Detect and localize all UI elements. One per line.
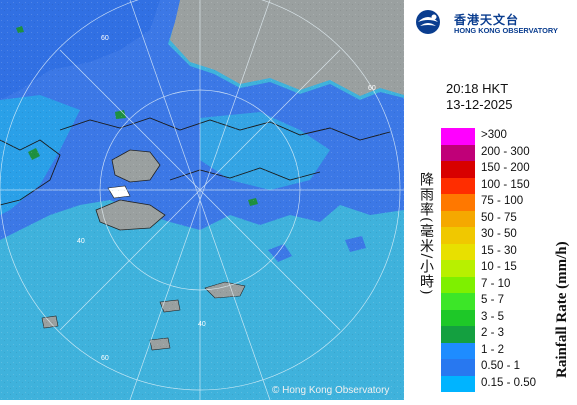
legend-row: 75 - 100: [441, 194, 571, 211]
legend-title-chinese: 降雨率(毫米/小時): [418, 172, 434, 296]
legend-label: 75 - 100: [481, 195, 524, 207]
legend-row: 3 - 5: [441, 309, 571, 326]
ring-label: 40: [198, 321, 206, 328]
radar-map-canvas: 60 40 60 40 60: [0, 0, 404, 401]
legend-swatch: [441, 293, 475, 310]
legend-label: >300: [481, 129, 507, 141]
legend-swatch: [441, 128, 475, 145]
legend-swatch: [441, 276, 475, 293]
hko-emblem-icon: [416, 10, 440, 34]
observatory-logo: 香港天文台 HONG KONG OBSERVATORY: [414, 8, 574, 38]
legend-swatch: [441, 177, 475, 194]
legend-title-english-text: Rainfall Rate (mm/h): [554, 241, 570, 378]
legend-swatch: [441, 227, 475, 244]
legend-row: 200 - 300: [441, 144, 571, 161]
legend-swatch: [441, 342, 475, 359]
legend-label: 10 - 15: [481, 261, 517, 273]
legend-row: 1 - 2: [441, 342, 571, 359]
legend-row: 30 - 50: [441, 227, 571, 244]
legend-row: >300: [441, 128, 571, 145]
legend-row: 0.50 - 1: [441, 359, 571, 376]
legend-label: 2 - 3: [481, 327, 505, 339]
legend-row: 15 - 30: [441, 243, 571, 260]
logo-text-chinese: 香港天文台: [454, 13, 520, 27]
legend-label: 0.50 - 1: [481, 360, 520, 372]
legend-swatch: [441, 161, 475, 178]
legend-swatch: [441, 375, 475, 392]
ring-label: 60: [368, 85, 376, 92]
ring-labels: 60 40 60 40 60: [77, 35, 376, 362]
legend-panel: 香港天文台 HONG KONG OBSERVATORY 20:18 HKT 13…: [404, 0, 577, 400]
legend-swatch: [441, 210, 475, 227]
legend-row: 150 - 200: [441, 161, 571, 178]
rainfall-legend: >300 200 - 300 150 - 200 100 - 150 75 - 100 5…: [441, 128, 571, 392]
observation-time: 20:18 HKT: [446, 81, 509, 96]
legend-label: 3 - 5: [481, 310, 505, 323]
ring-label: 60: [101, 355, 109, 362]
legend-row: 10 - 15: [441, 260, 571, 277]
legend-row: 5 - 7: [441, 293, 571, 310]
legend-swatch: [441, 326, 475, 343]
legend-label: 5 - 7: [481, 294, 505, 306]
legend-swatch: [441, 194, 475, 211]
ring-label: 60: [101, 35, 109, 42]
legend-swatch: [441, 359, 475, 376]
legend-row: 0.15 - 0.50: [441, 375, 571, 392]
legend-row: 50 - 75: [441, 210, 571, 227]
legend-row: 2 - 3: [441, 326, 571, 343]
ring-label: 40: [77, 238, 85, 245]
legend-label: 30 - 50: [481, 228, 517, 240]
radar-map: 60 40 60 40 60 © Hong Kong Observatory: [0, 0, 404, 401]
legend-label: 100 - 150: [481, 178, 530, 191]
legend-label: 50 - 75: [481, 211, 517, 224]
legend-title-english: Rainfall Rate (mm/h): [554, 241, 570, 378]
legend-swatch: [441, 309, 475, 326]
legend-row: 100 - 150: [441, 177, 571, 194]
logo-text-english: HONG KONG OBSERVATORY: [454, 26, 558, 35]
legend-label: 200 - 300: [481, 145, 530, 158]
legend-label: 7 - 10: [481, 277, 511, 290]
texture-overlay: [0, 0, 404, 400]
legend-label: 1 - 2: [481, 343, 505, 356]
legend-swatch: [441, 144, 475, 161]
copyright-notice: © Hong Kong Observatory: [272, 385, 390, 396]
legend-swatch: [441, 260, 475, 277]
legend-label: 15 - 30: [481, 244, 517, 257]
observation-date: 13-12-2025: [446, 97, 513, 112]
legend-swatch: [441, 243, 475, 260]
legend-label: 150 - 200: [481, 162, 530, 174]
legend-label: 0.15 - 0.50: [481, 376, 536, 389]
legend-row: 7 - 10: [441, 276, 571, 293]
